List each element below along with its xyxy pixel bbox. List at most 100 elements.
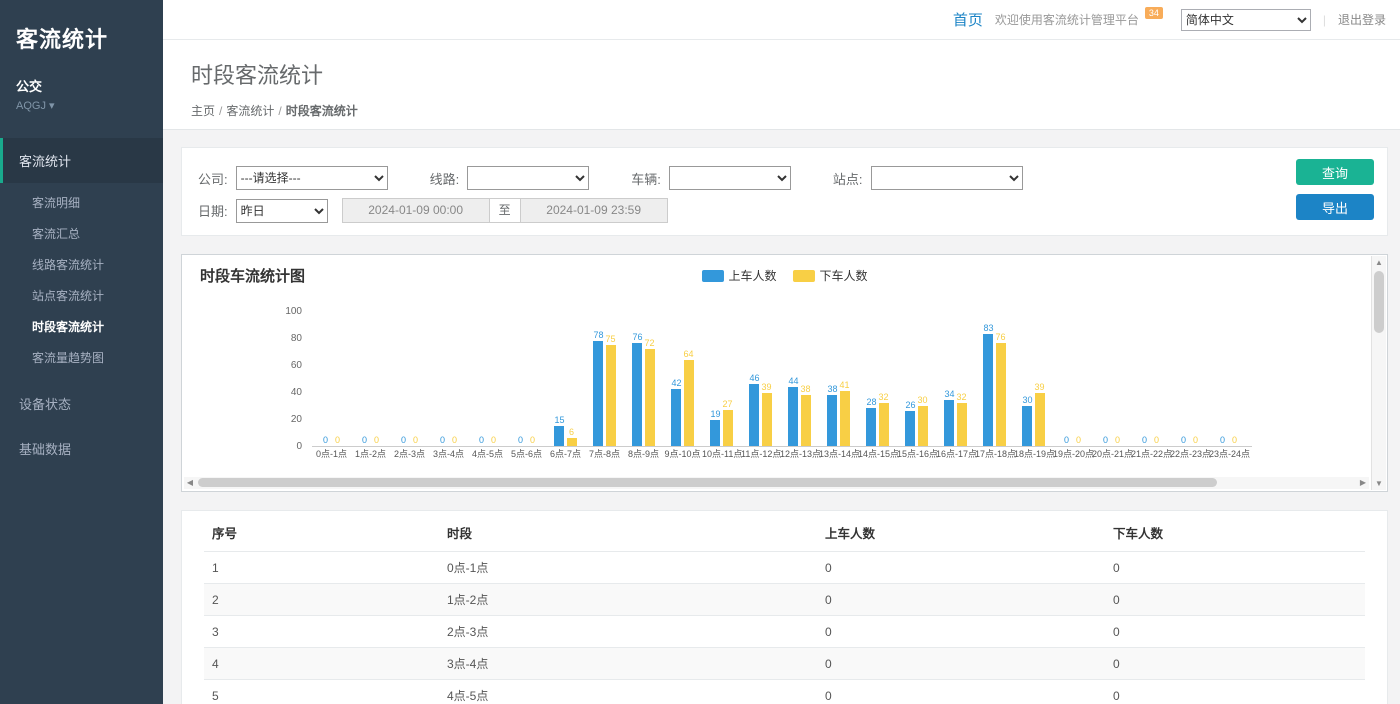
- org-dropdown[interactable]: AQGJ ▾: [16, 99, 147, 112]
- bar[interactable]: [839, 390, 850, 446]
- bar-value-label: 34: [944, 389, 955, 400]
- date-from-input[interactable]: 2024-01-09 00:00: [341, 198, 490, 223]
- sidebar-item-period[interactable]: 时段客流统计: [32, 320, 105, 334]
- bar-wrap: 0: [1230, 435, 1240, 446]
- sidebar: 客流统计 公交 AQGJ ▾ 客流统计 客流明细 客流汇总 线路客流统计 站点客流统计…: [0, 0, 163, 704]
- breadcrumb-item[interactable]: 主页: [191, 104, 216, 118]
- table-cell: 2点-3点: [439, 615, 817, 648]
- bar-group: 46 39: [741, 312, 780, 446]
- language-select[interactable]: 简体中文: [1180, 8, 1311, 31]
- date-to-input[interactable]: 2024-01-09 23:59: [519, 198, 668, 223]
- export-button[interactable]: 导出: [1296, 194, 1374, 220]
- bar[interactable]: [956, 402, 967, 446]
- bar[interactable]: [917, 405, 928, 446]
- x-axis-label: 6点-7点: [549, 449, 581, 459]
- home-link[interactable]: 首页: [952, 12, 983, 29]
- vertical-scroll-thumb[interactable]: [1374, 271, 1384, 333]
- table-cell: 0点-1点: [439, 551, 817, 584]
- y-axis-tick: 100: [285, 306, 302, 317]
- bar-value-label: 0: [1231, 435, 1237, 445]
- sidebar-item-detail[interactable]: 客流明细: [32, 196, 81, 210]
- table-row[interactable]: 1 0点-1点 0 0: [204, 551, 1365, 584]
- bar[interactable]: [944, 400, 955, 446]
- sidebar-item-base[interactable]: 基础数据: [19, 442, 72, 457]
- table-row[interactable]: 3 2点-3点 0 0: [204, 615, 1365, 648]
- scroll-right-icon[interactable]: ▶: [1359, 478, 1367, 487]
- bar[interactable]: [605, 344, 616, 446]
- org-name: 公交: [16, 79, 43, 94]
- filter-row-2: 日期: 昨日 2024-01-09 00:00 至 2024-01-09 23:…: [198, 198, 1371, 223]
- bar-value-label: 0: [490, 435, 496, 445]
- bar-wrap: 0: [528, 435, 538, 446]
- table-row[interactable]: 4 3点-4点 0 0: [204, 647, 1365, 680]
- bar[interactable]: [1034, 393, 1045, 446]
- bar[interactable]: [788, 386, 799, 446]
- bar[interactable]: [995, 343, 1006, 446]
- date-preset-select[interactable]: 昨日: [235, 198, 328, 223]
- bar[interactable]: [878, 402, 889, 446]
- bar[interactable]: [749, 383, 760, 446]
- bar-wrap: 78: [593, 330, 604, 446]
- bar[interactable]: [644, 348, 655, 446]
- bar[interactable]: [827, 394, 838, 446]
- breadcrumb-item[interactable]: 客流统计: [226, 104, 275, 118]
- date-to-label: 至: [489, 198, 520, 223]
- bar[interactable]: [722, 409, 733, 446]
- table-row[interactable]: 5 4点-5点 0 0: [204, 679, 1365, 704]
- vehicle-select[interactable]: [668, 166, 791, 190]
- vertical-scrollbar[interactable]: ▲ ▼: [1371, 256, 1386, 490]
- scroll-down-icon[interactable]: ▼: [1375, 479, 1383, 488]
- scroll-left-icon[interactable]: ◀: [186, 478, 194, 487]
- legend-item[interactable]: 下车人数: [792, 267, 868, 284]
- bar[interactable]: [710, 420, 721, 446]
- bar-group: 30 39: [1014, 312, 1053, 446]
- bar[interactable]: [1022, 405, 1033, 446]
- table-row[interactable]: 2 1点-2点 0 0: [204, 583, 1365, 616]
- sidebar-item-station[interactable]: 站点客流统计: [32, 289, 105, 303]
- table-cell: 0: [817, 583, 1105, 616]
- x-axis-label: 5点-6点: [510, 449, 542, 459]
- sidebar-item-summary[interactable]: 客流汇总: [32, 227, 81, 241]
- bar-wrap: 0: [489, 435, 499, 446]
- line-select[interactable]: [467, 166, 590, 190]
- bar[interactable]: [800, 394, 811, 446]
- x-axis-label: 16点-17点: [936, 449, 978, 459]
- bar[interactable]: [983, 333, 994, 446]
- sidebar-item-line[interactable]: 线路客流统计: [32, 258, 105, 272]
- scroll-up-icon[interactable]: ▲: [1375, 258, 1383, 267]
- bar[interactable]: [683, 359, 694, 446]
- notification-badge[interactable]: 34: [1144, 6, 1163, 19]
- bar-value-label: 41: [839, 379, 850, 390]
- caret-down-icon: ▾: [49, 100, 55, 112]
- sidebar-item-trend[interactable]: 客流量趋势图: [32, 351, 105, 365]
- legend-item[interactable]: 上车人数: [701, 267, 777, 284]
- bar[interactable]: [905, 410, 916, 446]
- x-axis-label: 17点-18点: [975, 449, 1017, 459]
- query-button[interactable]: 查询: [1296, 159, 1374, 185]
- bar[interactable]: [593, 340, 604, 446]
- bar[interactable]: [566, 437, 577, 446]
- station-select[interactable]: [870, 166, 1023, 190]
- bar-wrap: 6: [566, 427, 577, 446]
- bar[interactable]: [632, 343, 643, 446]
- bar-value-label: 0: [478, 435, 484, 445]
- table-header-row: 序号 时段 上车人数 下车人数: [204, 513, 1365, 552]
- horizontal-scroll-thumb[interactable]: [198, 478, 1218, 487]
- x-axis-label: 14点-15点: [858, 449, 900, 459]
- filter-panel: 公司: ---请选择--- 线路: 车辆: 站点: 日期:: [181, 147, 1388, 236]
- company-select[interactable]: ---请选择---: [235, 166, 388, 190]
- bar[interactable]: [866, 408, 877, 446]
- logout-link[interactable]: 退出登录: [1337, 13, 1386, 27]
- sidebar-item-passenger-stats[interactable]: 客流统计: [0, 138, 163, 183]
- bar[interactable]: [554, 425, 565, 446]
- bar[interactable]: [761, 393, 772, 446]
- bar[interactable]: [671, 389, 682, 446]
- bar-value-label: 75: [605, 333, 616, 344]
- horizontal-scrollbar[interactable]: ◀ ▶: [184, 477, 1369, 489]
- y-axis-tick: 40: [290, 387, 302, 398]
- sidebar-item-device[interactable]: 设备状态: [19, 397, 72, 412]
- x-axis-label: 7点-8点: [588, 449, 620, 459]
- chart-plot: 0 0 0 0 0 0 0 0 0 0 0 0 15 6 78 75 76 72 42 64 19 27 46 39 44 38 3…: [312, 312, 1252, 462]
